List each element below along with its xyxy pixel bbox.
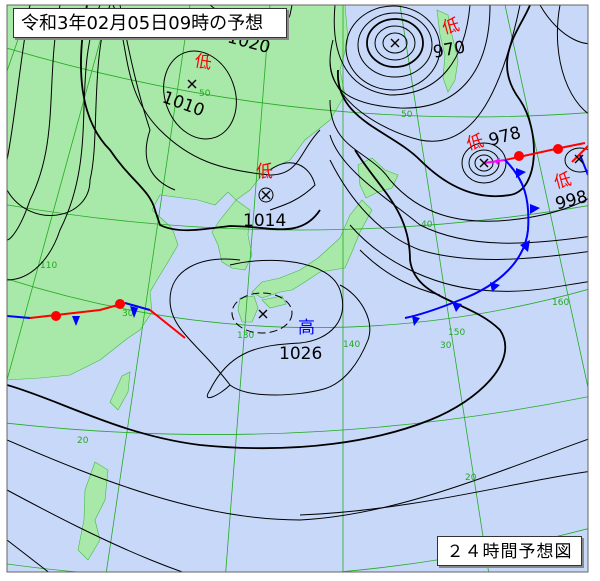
stationary-front-west-blue xyxy=(7,315,31,319)
svg-text:50: 50 xyxy=(401,110,413,120)
grid-labels: 50 40 30 20 20 110 130 140 150 160 50 30 xyxy=(40,89,569,483)
svg-text:30: 30 xyxy=(440,341,452,351)
svg-text:40: 40 xyxy=(421,220,433,230)
svg-text:20: 20 xyxy=(77,436,89,446)
land-kyushu xyxy=(237,295,259,323)
svg-text:50: 50 xyxy=(199,89,211,99)
svg-text:140: 140 xyxy=(343,340,360,350)
svg-text:20: 20 xyxy=(465,473,477,483)
forecast-title: 令和3年02月05日09時の予想 xyxy=(13,8,287,38)
pressure-label: 1014 xyxy=(243,211,286,231)
center-markers xyxy=(187,38,584,319)
high-symbol: 高 xyxy=(298,318,315,338)
svg-text:30: 30 xyxy=(122,309,134,319)
land-honshu xyxy=(251,199,373,299)
svg-text:130: 130 xyxy=(237,331,254,341)
low-symbol: 低 xyxy=(256,162,273,182)
low-symbol: 低 xyxy=(193,51,213,74)
low-symbol: 低 xyxy=(552,169,574,193)
pressure-label: 1026 xyxy=(279,344,322,364)
land-philippines xyxy=(77,461,109,561)
forecast-type-label: ２４時間予想図 xyxy=(437,536,582,566)
land-sakhalin xyxy=(436,9,459,93)
front-symbols xyxy=(51,144,563,326)
front-east xyxy=(579,154,588,176)
stationary-front-west-blue2 xyxy=(124,302,151,311)
front-east-red xyxy=(571,145,588,163)
cold-front xyxy=(404,159,530,319)
land-taiwan xyxy=(109,371,131,411)
lat-lon-grid xyxy=(7,5,588,572)
svg-text:150: 150 xyxy=(448,328,465,338)
stationary-front-tail xyxy=(149,309,186,339)
low-symbol: 低 xyxy=(440,15,462,39)
land-shikoku xyxy=(261,295,287,309)
svg-text:110: 110 xyxy=(40,261,57,271)
svg-text:160: 160 xyxy=(552,298,569,308)
low-symbol: 低 xyxy=(464,131,486,155)
